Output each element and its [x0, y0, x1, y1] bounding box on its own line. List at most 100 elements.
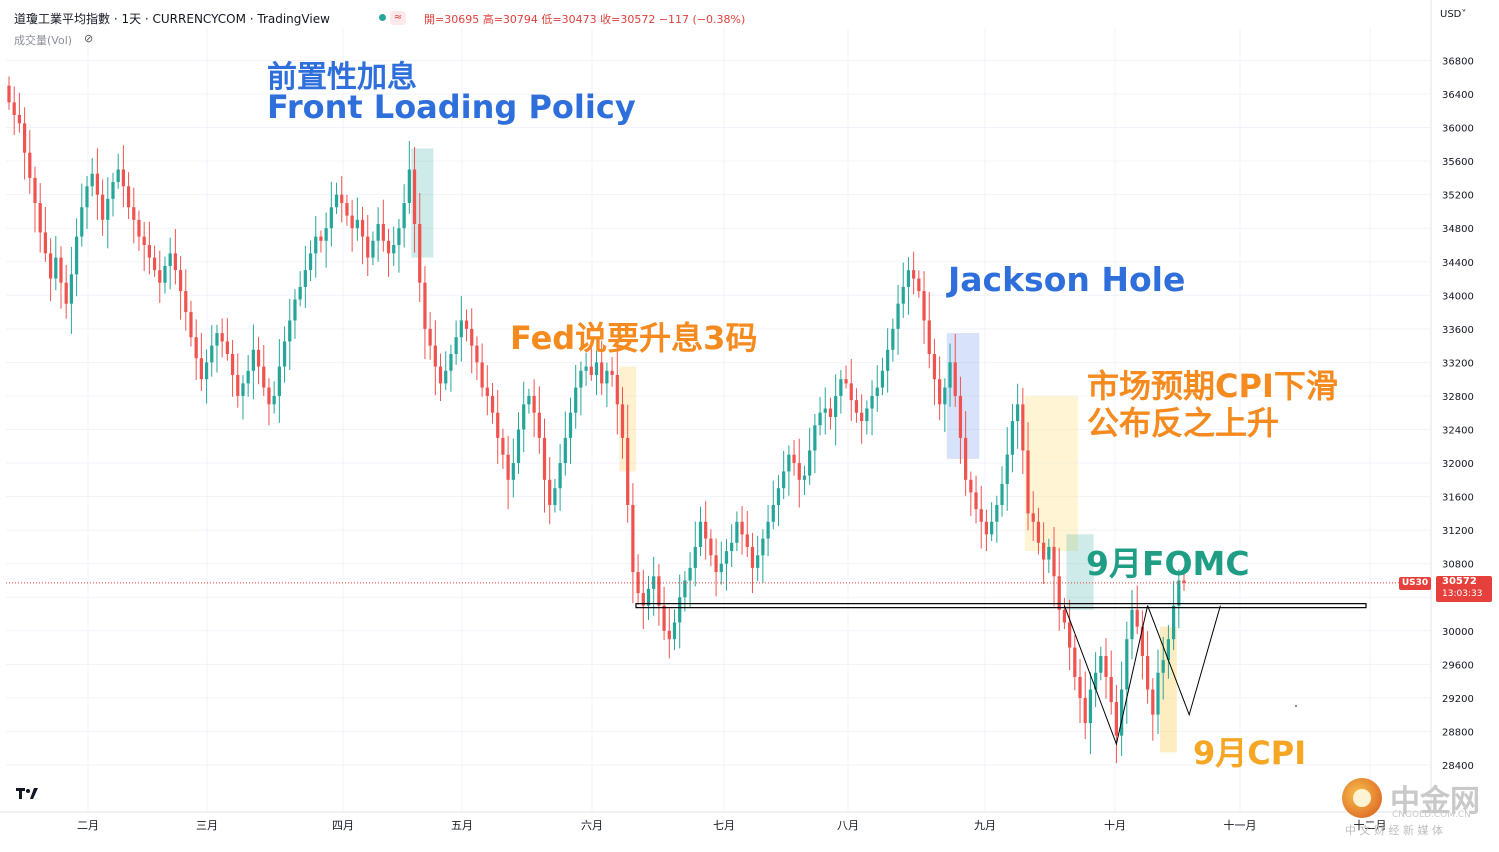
last-price: 30572	[1442, 576, 1477, 587]
price-tick-label: 31600	[1442, 493, 1474, 504]
candle-body	[397, 228, 401, 245]
status-icons[interactable]: ≈	[376, 11, 408, 25]
candle	[1068, 599, 1072, 671]
candle-body	[568, 412, 573, 438]
candle	[787, 445, 791, 496]
candle	[1052, 527, 1056, 607]
tradingview-logo[interactable]	[14, 785, 40, 803]
candle	[516, 412, 521, 474]
annotation-sept-cpi: 9月CPI	[1193, 734, 1307, 772]
candle-body	[657, 576, 661, 606]
candle-body	[90, 173, 94, 187]
candle	[38, 183, 42, 253]
candle-body	[272, 395, 276, 405]
candle-body	[449, 354, 453, 371]
candle	[293, 289, 297, 339]
candle-body	[1182, 580, 1186, 583]
candle-body	[802, 475, 807, 480]
currency-selector[interactable]: USD˅	[1440, 9, 1467, 20]
candle-body	[678, 597, 682, 623]
eye-hidden-icon[interactable]: ⊘	[84, 32, 94, 45]
candle	[412, 147, 417, 253]
candle-body	[371, 240, 375, 258]
candle-body	[106, 198, 110, 220]
candle-body	[54, 257, 58, 279]
candle-body	[303, 270, 307, 287]
candle	[792, 439, 796, 476]
candle	[12, 86, 16, 136]
candle-body	[574, 387, 578, 413]
candle	[932, 338, 937, 406]
candle-body	[392, 244, 396, 254]
candle	[7, 76, 11, 110]
candle-body	[345, 203, 349, 216]
candle-body	[256, 349, 261, 367]
candle	[480, 343, 484, 397]
candle-body	[1145, 655, 1150, 690]
candle	[142, 221, 146, 271]
candle	[766, 504, 770, 557]
candle	[308, 240, 313, 282]
candle	[1057, 547, 1061, 631]
annotation-cpi-expect-1: 市场预期CPI下滑	[1087, 367, 1338, 405]
candle	[875, 365, 879, 412]
time-axis[interactable]: 二月 三月 四月 五月 六月 七月 八月 九月 十月 十一月 十二月	[0, 811, 1431, 832]
candle-body	[69, 274, 74, 304]
candle	[360, 206, 365, 265]
candle	[927, 291, 931, 369]
candle	[246, 355, 250, 397]
candle	[870, 380, 874, 436]
candle	[397, 218, 401, 273]
candle	[662, 586, 666, 641]
candle-body	[761, 538, 765, 556]
candle	[704, 501, 708, 560]
candle-body	[771, 504, 775, 522]
candle-body	[314, 236, 318, 254]
candle-body	[844, 379, 848, 384]
candle	[350, 199, 354, 252]
candle-body	[849, 383, 853, 401]
candle-body	[1062, 609, 1067, 623]
candle-body	[984, 521, 989, 535]
time-tick-label: 四月	[332, 819, 354, 832]
candle	[761, 529, 765, 583]
candle	[1109, 650, 1113, 715]
candle-body	[558, 463, 562, 489]
candle	[958, 376, 963, 464]
candle-body	[152, 257, 157, 271]
candle-body	[121, 169, 125, 187]
annotation-fed-3: Fed说要升息3码	[510, 319, 758, 357]
watermark-name: 中金网	[1390, 784, 1480, 819]
candle	[1005, 427, 1009, 511]
price-tick-label: 31200	[1442, 526, 1474, 537]
candle	[626, 404, 630, 523]
candle	[636, 554, 640, 605]
candles	[7, 76, 1186, 764]
volume-label[interactable]: 成交量(Vol)	[14, 34, 73, 47]
candle-body	[33, 177, 37, 204]
candle	[262, 344, 266, 396]
candle-body	[896, 303, 900, 329]
candle-body	[438, 366, 443, 384]
market-status-icon	[379, 14, 386, 21]
watermark-url: CNGOLD.COM.CN	[1392, 810, 1471, 820]
candle-body	[1031, 513, 1035, 522]
candle-body	[490, 395, 495, 413]
candle	[178, 256, 183, 320]
candle	[33, 166, 37, 233]
candle	[605, 362, 609, 407]
candle	[402, 184, 406, 248]
candle	[116, 153, 120, 189]
candle	[1151, 678, 1155, 741]
support-level-band	[635, 603, 1367, 609]
candle-body	[48, 253, 53, 279]
candle-body	[220, 333, 224, 342]
candle-body	[329, 207, 333, 229]
candle-body	[704, 521, 708, 539]
price-tick-label: 29200	[1442, 694, 1474, 705]
candle	[1135, 585, 1139, 635]
candle-body	[480, 362, 484, 388]
candle-body	[319, 236, 323, 241]
